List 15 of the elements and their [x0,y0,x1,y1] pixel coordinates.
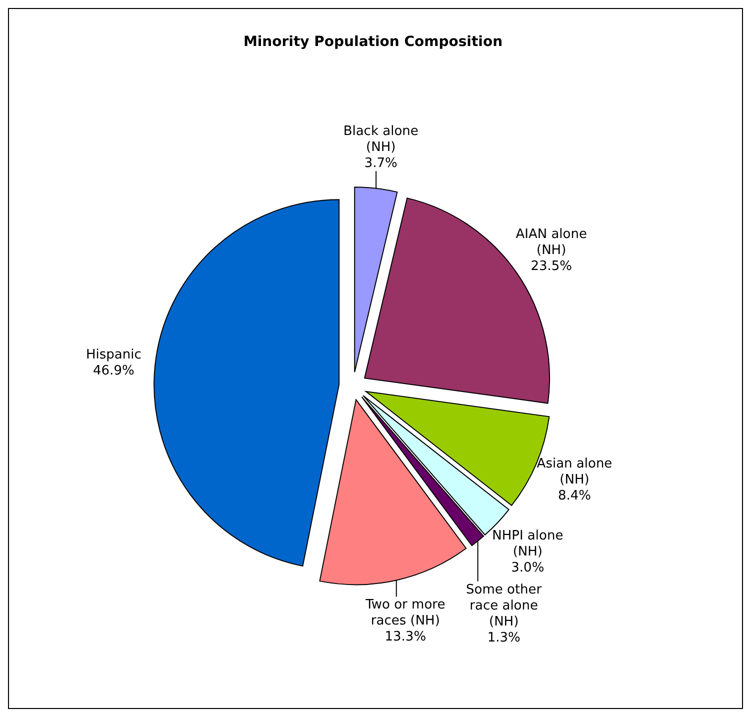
data-label: 46.9% [93,363,134,378]
slice-label: AIAN alone (NH) [516,227,587,258]
slice-label: NHPI alone (NH) [492,528,564,560]
data-label: 8.4% [558,488,592,504]
data-label: 1.3% [487,630,520,646]
data-label: 3.0% [511,560,544,576]
data-label: 3.7% [364,156,398,172]
slice-label: Some other race alone (NH) [466,582,542,630]
slice-label: Hispanic [86,347,142,362]
data-label: 23.5% [530,259,572,274]
chart-title: Minority Population Composition [243,34,503,50]
slice-label: Black alone (NH) [343,124,418,156]
data-label: 13.3% [384,630,426,645]
slice-label: Asian alone (NH) [536,456,612,488]
slice-label: Two or more races (NH) [364,598,446,629]
